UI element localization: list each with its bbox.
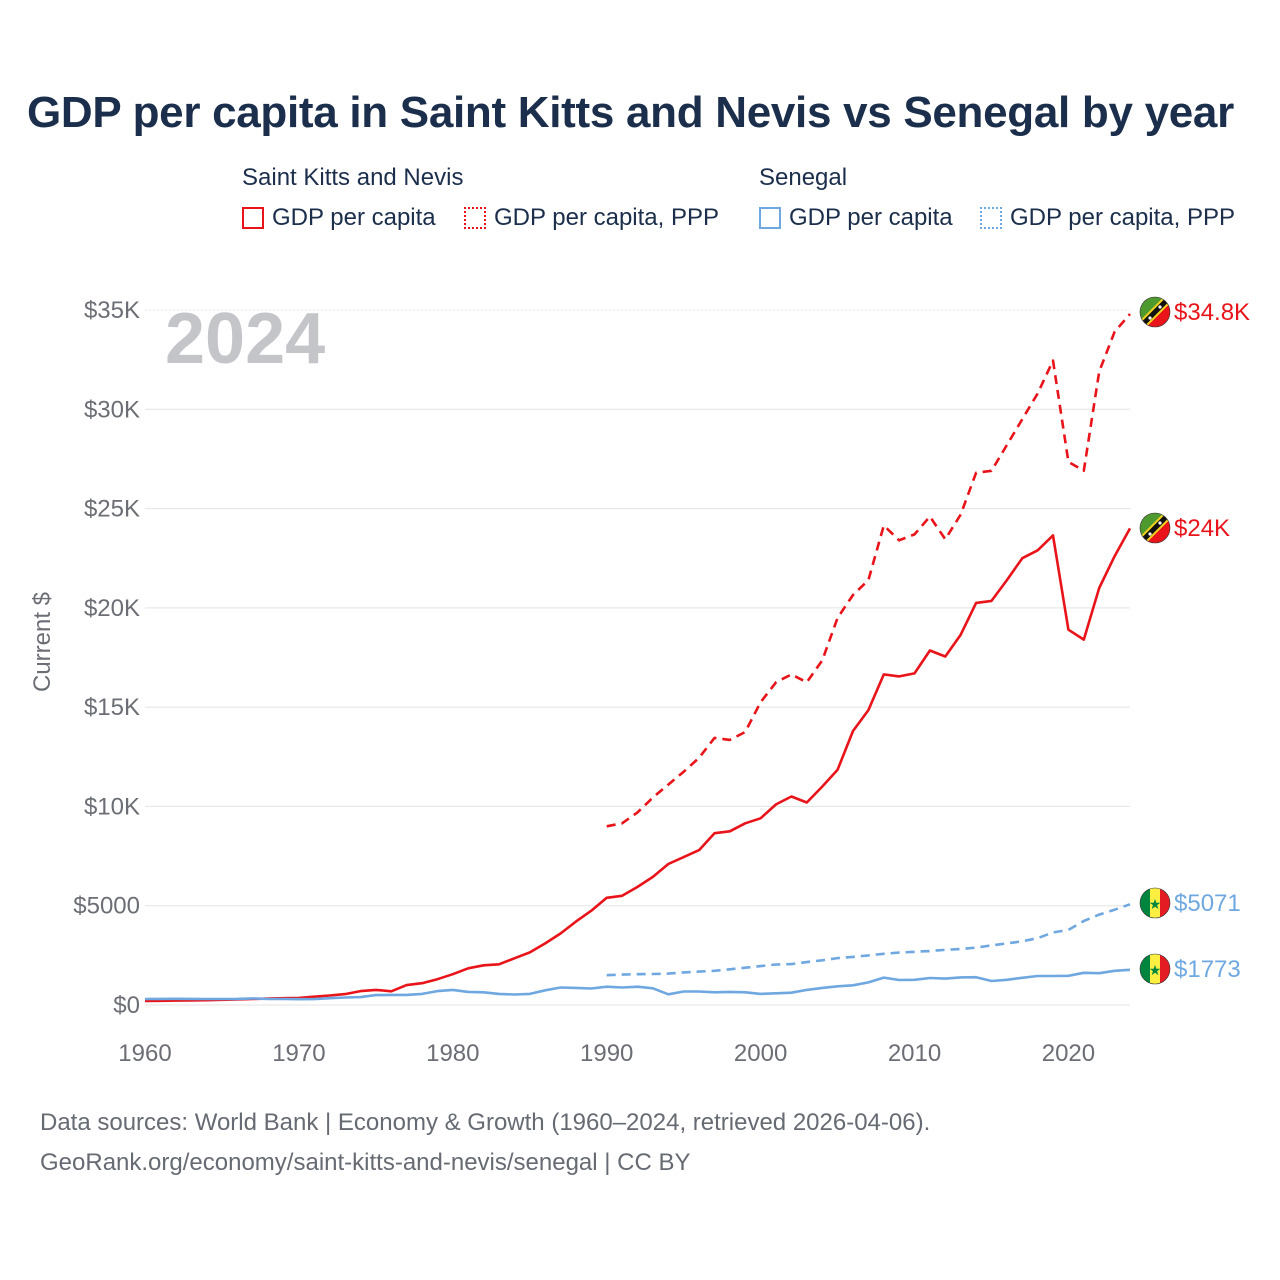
kitts-flag-icon [1140,513,1170,543]
y-tick-label: $25K [84,496,140,523]
svg-text:★: ★ [1149,896,1162,912]
axis-layer: $0 $5000 $10K $15K $20K $25K $30K $35K 1960 1970 1… [73,297,1095,1067]
legend-senegal-gdp[interactable]: GDP per capita [759,204,953,232]
end-label-kitts-gdp: $24K [1174,515,1230,542]
series-line-1 [606,313,1131,828]
x-tick-label: 1960 [118,1040,171,1067]
legend-group-senegal: Senegal [759,164,848,191]
source-line-2[interactable]: GeoRank.org/economy/saint-kitts-and-nevi… [40,1149,691,1176]
legend-kitts-gdp[interactable]: GDP per capita [242,204,436,232]
series-line-0 [144,527,1132,1003]
legend-kitts-ppp[interactable]: GDP per capita, PPP [464,204,719,232]
legend-swatch-solid-icon [242,207,264,229]
svg-text:★: ★ [1149,962,1162,978]
kitts-flag-icon [1140,297,1170,327]
series-line-3 [606,903,1131,977]
grid-layer [145,309,1130,1006]
year-label: 2024 [165,299,325,379]
legend-swatch-solid-icon [759,207,781,229]
x-tick-label: 2020 [1042,1040,1095,1067]
senegal-flag-icon: ★ [1140,888,1170,918]
legend-label: GDP per capita, PPP [494,204,719,231]
y-tick-label: $35K [84,297,140,324]
legend-swatch-dotted-icon [980,207,1002,229]
flag-outline [1139,512,1171,544]
x-tick-label: 1970 [272,1040,325,1067]
flag-outline [1139,296,1171,328]
y-tick-label: $20K [84,595,140,622]
x-tick-label: 1980 [426,1040,479,1067]
legend-group-kitts: Saint Kitts and Nevis [242,164,464,191]
y-tick-label: $10K [84,793,140,820]
x-tick-label: 1990 [580,1040,633,1067]
series-line-2 [144,968,1131,1001]
flag-outline [1139,887,1171,919]
senegal-flag-icon: ★ [1140,954,1170,984]
legend-swatch-dotted-icon [464,207,486,229]
chart-title: GDP per capita in Saint Kitts and Nevis … [27,88,1234,137]
source-line-1: Data sources: World Bank | Economy & Gro… [40,1109,931,1136]
y-tick-label: $30K [84,396,140,423]
legend-label: GDP per capita, PPP [1010,204,1235,231]
y-tick-label: $15K [84,694,140,721]
y-tick-label: $0 [113,992,140,1019]
end-label-senegal-gdp: $1773 [1174,956,1241,983]
x-tick-label: 2010 [888,1040,941,1067]
y-tick-label: $5000 [73,893,140,920]
end-label-senegal-ppp: $5071 [1174,890,1241,917]
legend-label: GDP per capita [789,204,953,231]
line-chart: $0 $5000 $10K $15K $20K $25K $30K $35K 1960 1970 1… [29,296,1250,1067]
flag-outline [1139,953,1171,985]
end-label-kitts-ppp: $34.8K [1174,299,1250,326]
x-tick-label: 2000 [734,1040,787,1067]
y-axis-title: Current $ [29,592,56,692]
legend-senegal-ppp[interactable]: GDP per capita, PPP [980,204,1235,232]
series-layer [144,313,1132,1003]
legend-label: GDP per capita [272,204,436,231]
